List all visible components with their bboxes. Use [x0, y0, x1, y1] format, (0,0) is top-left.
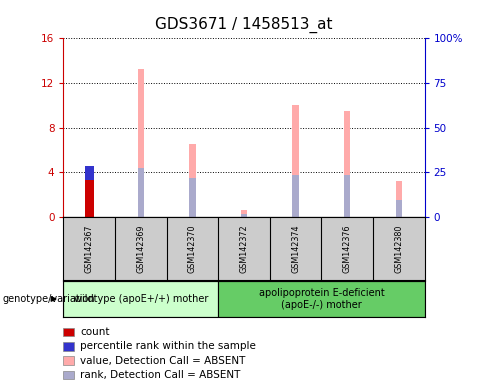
Bar: [344, 111, 350, 217]
Bar: [344, 175, 350, 217]
Text: apolipoprotein E-deficient
(apoE-/-) mother: apolipoprotein E-deficient (apoE-/-) mot…: [259, 288, 384, 310]
Bar: [189, 144, 196, 217]
Bar: [63, 281, 218, 317]
Text: GSM142372: GSM142372: [240, 224, 248, 273]
Text: GSM142374: GSM142374: [291, 224, 300, 273]
Text: GSM142376: GSM142376: [343, 224, 352, 273]
Bar: [189, 178, 196, 217]
Text: percentile rank within the sample: percentile rank within the sample: [80, 341, 256, 351]
Bar: [218, 281, 425, 317]
Bar: [138, 168, 144, 217]
Text: rank, Detection Call = ABSENT: rank, Detection Call = ABSENT: [80, 370, 241, 380]
Bar: [292, 105, 299, 217]
Text: wildtype (apoE+/+) mother: wildtype (apoE+/+) mother: [74, 294, 208, 304]
Text: GSM142380: GSM142380: [394, 225, 403, 273]
Text: value, Detection Call = ABSENT: value, Detection Call = ABSENT: [80, 356, 245, 366]
Text: GSM142367: GSM142367: [85, 224, 94, 273]
Bar: [138, 68, 144, 217]
Text: GDS3671 / 1458513_at: GDS3671 / 1458513_at: [155, 17, 333, 33]
Bar: [292, 175, 299, 217]
Bar: [84, 166, 94, 180]
Bar: [241, 214, 247, 217]
Bar: [396, 200, 402, 217]
Bar: [396, 181, 402, 217]
Text: genotype/variation: genotype/variation: [2, 294, 95, 304]
Text: GSM142370: GSM142370: [188, 224, 197, 273]
Bar: [84, 180, 94, 217]
Text: count: count: [80, 327, 109, 337]
Text: GSM142369: GSM142369: [136, 224, 145, 273]
Bar: [241, 210, 247, 217]
